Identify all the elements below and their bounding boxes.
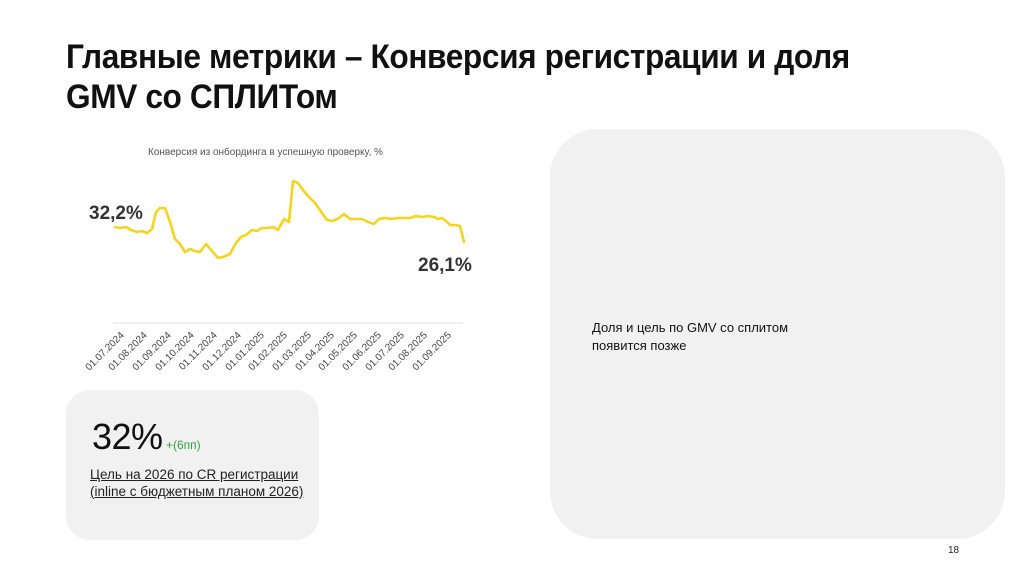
end-value-label: 26,1% (418, 255, 472, 276)
slide-title: Главные метрики – Конверсия регистрации … (66, 38, 850, 116)
chart-title: Конверсия из онбординга в успешную прове… (148, 147, 383, 158)
gmv-placeholder-text: Доля и цель по GMV со сплитом появится п… (592, 320, 789, 353)
goal-delta: +(6пп) (166, 438, 201, 452)
page-number: 18 (948, 545, 960, 556)
goal-value: 32% (92, 416, 163, 457)
conversion-line (113, 179, 466, 260)
goal-card: 32% +(6пп) Цель на 2026 по CR регистраци… (66, 390, 319, 540)
goal-description: Цель на 2026 по CR регистрации (inline с… (90, 467, 304, 499)
gmv-placeholder-card: Доля и цель по GMV со сплитом появится п… (550, 129, 1005, 539)
start-value-label: 32,2% (89, 203, 143, 224)
